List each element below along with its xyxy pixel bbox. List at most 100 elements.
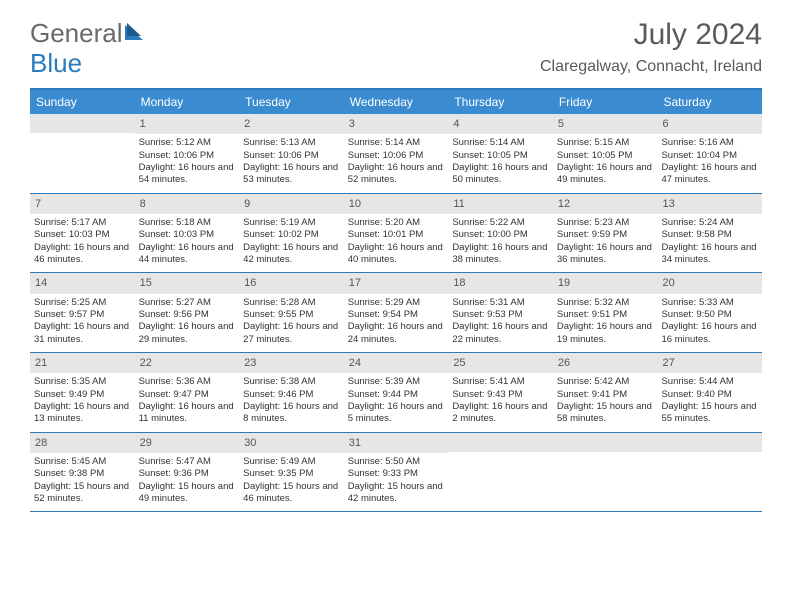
day-content: Sunrise: 5:31 AMSunset: 9:53 PMDaylight:… bbox=[448, 294, 553, 352]
daylight-text: Daylight: 16 hours and 49 minutes. bbox=[557, 162, 654, 187]
day-number: 14 bbox=[30, 273, 135, 293]
sunrise-text: Sunrise: 5:39 AM bbox=[348, 376, 445, 388]
day-number: 9 bbox=[239, 194, 344, 214]
daylight-text: Daylight: 15 hours and 42 minutes. bbox=[348, 481, 445, 506]
calendar-week: 7Sunrise: 5:17 AMSunset: 10:03 PMDayligh… bbox=[30, 194, 762, 274]
daylight-text: Daylight: 15 hours and 58 minutes. bbox=[557, 401, 654, 426]
daylight-text: Daylight: 15 hours and 46 minutes. bbox=[243, 481, 340, 506]
day-number bbox=[553, 433, 658, 452]
calendar-cell: 10Sunrise: 5:20 AMSunset: 10:01 PMDaylig… bbox=[344, 194, 449, 273]
day-number: 20 bbox=[657, 273, 762, 293]
calendar-cell: 12Sunrise: 5:23 AMSunset: 9:59 PMDayligh… bbox=[553, 194, 658, 273]
dow-label: Friday bbox=[553, 90, 658, 114]
day-content: Sunrise: 5:28 AMSunset: 9:55 PMDaylight:… bbox=[239, 294, 344, 352]
sunrise-text: Sunrise: 5:35 AM bbox=[34, 376, 131, 388]
day-content: Sunrise: 5:32 AMSunset: 9:51 PMDaylight:… bbox=[553, 294, 658, 352]
sunrise-text: Sunrise: 5:14 AM bbox=[348, 137, 445, 149]
calendar-cell: 20Sunrise: 5:33 AMSunset: 9:50 PMDayligh… bbox=[657, 273, 762, 352]
sunrise-text: Sunrise: 5:47 AM bbox=[139, 456, 236, 468]
daylight-text: Daylight: 16 hours and 29 minutes. bbox=[139, 321, 236, 346]
sunrise-text: Sunrise: 5:29 AM bbox=[348, 297, 445, 309]
day-content: Sunrise: 5:20 AMSunset: 10:01 PMDaylight… bbox=[344, 214, 449, 272]
daylight-text: Daylight: 16 hours and 50 minutes. bbox=[452, 162, 549, 187]
day-number: 30 bbox=[239, 433, 344, 453]
day-number: 13 bbox=[657, 194, 762, 214]
day-number: 10 bbox=[344, 194, 449, 214]
calendar-cell: 30Sunrise: 5:49 AMSunset: 9:35 PMDayligh… bbox=[239, 433, 344, 512]
sunrise-text: Sunrise: 5:33 AM bbox=[661, 297, 758, 309]
day-number: 11 bbox=[448, 194, 553, 214]
sunset-text: Sunset: 9:57 PM bbox=[34, 309, 131, 321]
day-number: 15 bbox=[135, 273, 240, 293]
daylight-text: Daylight: 16 hours and 13 minutes. bbox=[34, 401, 131, 426]
calendar-cell: 4Sunrise: 5:14 AMSunset: 10:05 PMDayligh… bbox=[448, 114, 553, 193]
calendar-cell bbox=[657, 433, 762, 512]
daylight-text: Daylight: 16 hours and 8 minutes. bbox=[243, 401, 340, 426]
sunset-text: Sunset: 10:06 PM bbox=[139, 150, 236, 162]
day-content: Sunrise: 5:45 AMSunset: 9:38 PMDaylight:… bbox=[30, 453, 135, 511]
day-content: Sunrise: 5:29 AMSunset: 9:54 PMDaylight:… bbox=[344, 294, 449, 352]
calendar-cell: 11Sunrise: 5:22 AMSunset: 10:00 PMDaylig… bbox=[448, 194, 553, 273]
daylight-text: Daylight: 16 hours and 2 minutes. bbox=[452, 401, 549, 426]
calendar-week: 1Sunrise: 5:12 AMSunset: 10:06 PMDayligh… bbox=[30, 114, 762, 194]
day-number: 4 bbox=[448, 114, 553, 134]
sunset-text: Sunset: 10:02 PM bbox=[243, 229, 340, 241]
sunset-text: Sunset: 10:05 PM bbox=[557, 150, 654, 162]
day-content: Sunrise: 5:41 AMSunset: 9:43 PMDaylight:… bbox=[448, 373, 553, 431]
daylight-text: Daylight: 16 hours and 53 minutes. bbox=[243, 162, 340, 187]
calendar-cell: 8Sunrise: 5:18 AMSunset: 10:03 PMDayligh… bbox=[135, 194, 240, 273]
day-content: Sunrise: 5:33 AMSunset: 9:50 PMDaylight:… bbox=[657, 294, 762, 352]
daylight-text: Daylight: 16 hours and 44 minutes. bbox=[139, 242, 236, 267]
daylight-text: Daylight: 16 hours and 52 minutes. bbox=[348, 162, 445, 187]
calendar-week: 14 Sunrise: 5:25 AMSunset: 9:57 PM Dayligh… bbox=[30, 273, 762, 353]
sunset-text: Sunset: 9:58 PM bbox=[661, 229, 758, 241]
sunrise-text: Sunrise: 5:25 AM bbox=[34, 297, 131, 309]
sunrise-text: Sunrise: 5:38 AM bbox=[243, 376, 340, 388]
calendar-cell: 17Sunrise: 5:29 AMSunset: 9:54 PMDayligh… bbox=[344, 273, 449, 352]
calendar-cell bbox=[30, 114, 135, 193]
sunrise-text: Sunrise: 5:36 AM bbox=[139, 376, 236, 388]
sunrise-text: Sunrise: 5:27 AM bbox=[139, 297, 236, 309]
sunset-text: Sunset: 9:36 PM bbox=[139, 468, 236, 480]
sunrise-text: Sunrise: 5:28 AM bbox=[243, 297, 340, 309]
dow-label: Tuesday bbox=[239, 90, 344, 114]
sunset-text: Sunset: 10:03 PM bbox=[139, 229, 236, 241]
day-number bbox=[30, 114, 135, 133]
sunset-text: Sunset: 9:49 PM bbox=[34, 389, 131, 401]
sunrise-text: Sunrise: 5:50 AM bbox=[348, 456, 445, 468]
dow-label: Monday bbox=[135, 90, 240, 114]
calendar-week: 21Sunrise: 5:35 AMSunset: 9:49 PMDayligh… bbox=[30, 353, 762, 433]
day-number: 6 bbox=[657, 114, 762, 134]
day-number: 17 bbox=[344, 273, 449, 293]
header: General July 2024 Claregalway, Connacht,… bbox=[0, 0, 792, 82]
day-content: Sunrise: 5:14 AMSunset: 10:05 PMDaylight… bbox=[448, 134, 553, 192]
day-content: Sunrise: 5:17 AMSunset: 10:03 PMDaylight… bbox=[30, 214, 135, 272]
sunrise-text: Sunrise: 5:15 AM bbox=[557, 137, 654, 149]
sunset-text: Sunset: 9:38 PM bbox=[34, 468, 131, 480]
day-content: Sunrise: 5:18 AMSunset: 10:03 PMDaylight… bbox=[135, 214, 240, 272]
sunset-text: Sunset: 9:43 PM bbox=[452, 389, 549, 401]
sunrise-text: Sunrise: 5:49 AM bbox=[243, 456, 340, 468]
day-content: Sunrise: 5:13 AMSunset: 10:06 PMDaylight… bbox=[239, 134, 344, 192]
sunrise-text: Sunrise: 5:44 AM bbox=[661, 376, 758, 388]
sunset-text: Sunset: 9:46 PM bbox=[243, 389, 340, 401]
daylight-text: Daylight: 16 hours and 11 minutes. bbox=[139, 401, 236, 426]
day-content: Sunrise: 5:36 AMSunset: 9:47 PMDaylight:… bbox=[135, 373, 240, 431]
daylight-text: Daylight: 16 hours and 16 minutes. bbox=[661, 321, 758, 346]
sunset-text: Sunset: 10:05 PM bbox=[452, 150, 549, 162]
dow-row: SundayMondayTuesdayWednesdayThursdayFrid… bbox=[30, 90, 762, 114]
sunrise-text: Sunrise: 5:13 AM bbox=[243, 137, 340, 149]
calendar-cell: 9Sunrise: 5:19 AMSunset: 10:02 PMDayligh… bbox=[239, 194, 344, 273]
daylight-text: Daylight: 16 hours and 40 minutes. bbox=[348, 242, 445, 267]
sunset-text: Sunset: 10:04 PM bbox=[661, 150, 758, 162]
calendar-cell: 6Sunrise: 5:16 AMSunset: 10:04 PMDayligh… bbox=[657, 114, 762, 193]
day-number: 12 bbox=[553, 194, 658, 214]
sunset-text: Sunset: 10:00 PM bbox=[452, 229, 549, 241]
day-content: Sunrise: 5:39 AMSunset: 9:44 PMDaylight:… bbox=[344, 373, 449, 431]
sunrise-text: Sunrise: 5:12 AM bbox=[139, 137, 236, 149]
dow-label: Wednesday bbox=[344, 90, 449, 114]
sunset-text: Sunset: 9:59 PM bbox=[557, 229, 654, 241]
day-number: 5 bbox=[553, 114, 658, 134]
calendar-cell: 7Sunrise: 5:17 AMSunset: 10:03 PMDayligh… bbox=[30, 194, 135, 273]
day-number: 19 bbox=[553, 273, 658, 293]
